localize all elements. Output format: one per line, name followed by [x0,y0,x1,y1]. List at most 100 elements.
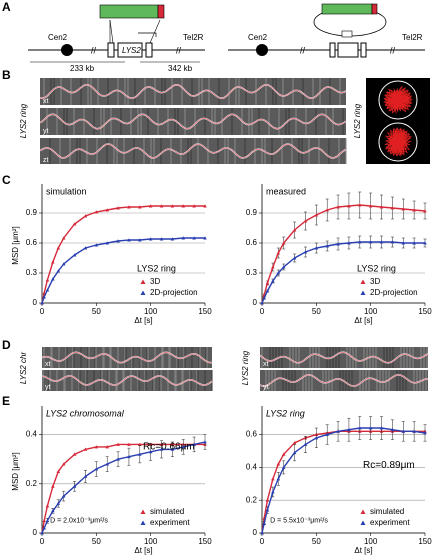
kymo-label: LYS2 ring [241,350,250,385]
kymo-texture [194,108,196,135]
kymo-texture [49,370,51,391]
legend-title: LYS2 ring [357,263,396,273]
marker [292,228,297,232]
marker [94,445,99,449]
marker [325,244,329,248]
kymo-texture [405,370,407,391]
kymo-texture [49,138,51,164]
kymo-texture [268,108,270,135]
kymo-texture [365,370,367,391]
marker [281,241,286,245]
marker [56,269,61,273]
marker [265,498,270,502]
marker [401,241,406,245]
kymo-row-label: yt [43,128,49,135]
marker [265,289,270,293]
kymo-texture [275,347,277,368]
legend-marker [360,279,366,284]
kymo-texture [292,347,294,368]
kymo-texture [110,108,112,135]
kymo-fit [41,351,213,363]
kymo-texture [117,347,119,368]
site-box [145,42,153,58]
kymo-texture [396,370,398,391]
marker [262,521,266,525]
y-tick-label: 0.2 [246,495,258,504]
marker [347,204,351,208]
x-axis-label: Δt [s] [354,546,372,555]
kymo-texture [204,370,206,391]
kymo-texture [265,78,267,105]
panel-label: C [2,173,11,187]
x-tick-label: 150 [198,537,212,546]
kymo-fit [39,84,347,99]
marker [390,206,395,210]
kymo-texture [325,370,327,391]
kymo-texture [272,78,274,105]
kymo-texture [305,108,307,135]
kymo-texture [312,347,314,368]
marker [42,526,46,530]
kymo-texture [403,347,405,368]
panel-label: E [2,394,10,408]
kymo-texture [368,370,370,391]
marker [138,238,142,242]
kymo-texture [162,347,164,368]
marker [368,204,373,208]
marker [203,236,207,240]
gene-box [117,42,143,58]
marker [61,462,66,466]
marker [276,251,281,255]
marker [412,208,416,212]
legend-marker [360,520,366,525]
x-axis-label: Δt [s] [354,316,372,325]
marker [292,441,297,445]
marker [358,203,362,207]
marker [45,288,50,292]
kymo-texture [90,78,92,105]
marker [423,241,427,245]
kymo-texture [211,370,213,391]
x-tick-label: 50 [92,537,101,546]
kymo-texture [113,138,115,164]
marker [271,279,275,283]
y-tick-label: 0 [253,298,258,307]
kymo-texture [271,370,273,391]
kymo-texture [227,138,229,164]
kymo-texture [382,370,384,391]
marker [83,246,88,250]
kymo-label: LYS2 ring [19,103,28,138]
site-box [107,42,115,58]
kymo-texture [214,108,216,135]
kymo-texture [134,78,136,105]
kymo-texture [170,138,172,164]
marker [303,219,308,223]
marker [292,450,297,455]
kymo-texture [228,78,230,105]
kymo-texture [379,370,381,391]
marker [379,240,384,244]
marker [292,256,297,260]
chart-title: LYS2 ring [266,408,305,418]
kymo-texture [315,108,317,135]
kymo-texture [174,108,176,135]
kymo-texture [64,370,66,391]
marker [271,265,275,269]
x-tick-label: 150 [418,537,432,546]
kymo-texture [154,78,156,105]
kymo-row-label: xt [45,361,51,368]
marker [159,447,164,451]
kymo-texture [342,108,344,135]
kymo-texture [291,370,293,391]
marker [368,240,373,244]
marker [116,206,120,210]
kymo-texture [169,347,171,368]
marker [56,469,61,473]
kymo-texture [130,370,132,391]
legend-marker [360,509,366,514]
kymo-texture [80,347,82,368]
marker [401,429,406,433]
marker [281,452,286,456]
x-tick-label: 150 [198,307,212,316]
legend-label: 3D [150,277,160,286]
